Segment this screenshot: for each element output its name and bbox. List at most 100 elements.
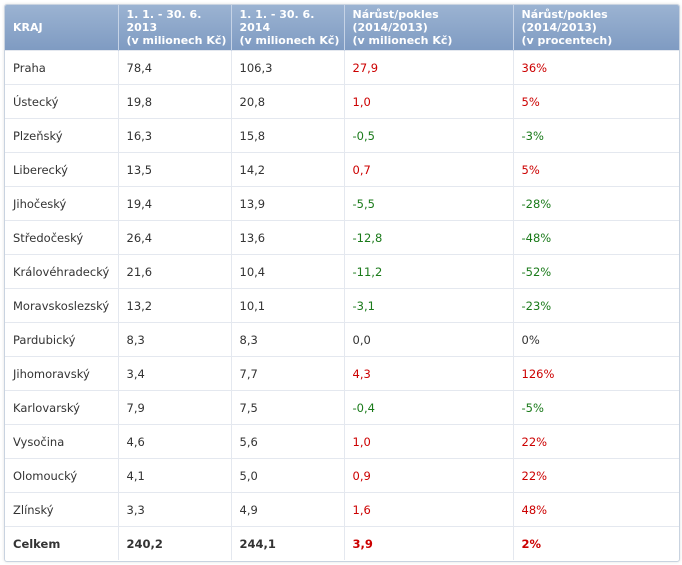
cell-2014: 20,8	[231, 84, 345, 119]
cell-diff-mil: -5,5	[344, 186, 514, 221]
cell-diff-pct: 5%	[513, 84, 679, 119]
cell-diff-mil: -12,8	[344, 220, 514, 255]
table-row: Liberecký 13,5 14,2 0,7 5%	[5, 152, 679, 187]
cell-diff-mil: 0,0	[344, 322, 514, 357]
cell-kraj: Královéhradecký	[5, 254, 119, 289]
cell-diff-pct: 5%	[513, 152, 679, 187]
cell-kraj: Karlovarský	[5, 390, 119, 425]
cell-diff-mil: -0,5	[344, 118, 514, 153]
cell-2013: 16,3	[118, 118, 232, 153]
cell-2014: 13,9	[231, 186, 345, 221]
cell-2013: 8,3	[118, 322, 232, 357]
table-row: Jihočeský 19,4 13,9 -5,5 -28%	[5, 186, 679, 221]
cell-diff-pct: -23%	[513, 288, 679, 323]
cell-kraj: Praha	[5, 50, 119, 85]
cell-2013: 13,5	[118, 152, 232, 187]
cell-diff-mil: -0,4	[344, 390, 514, 425]
cell-2014: 5,0	[231, 458, 345, 493]
cell-2013: 3,3	[118, 492, 232, 527]
header-2013-line1: 1. 1. - 30. 6. 2013	[126, 8, 202, 34]
header-diff-mil-line1: Nárůst/pokles (2014/2013)	[352, 8, 439, 34]
cell-diff-pct: 22%	[513, 424, 679, 459]
cell-2013: 19,4	[118, 186, 232, 221]
table-row: Zlínský 3,3 4,9 1,6 48%	[5, 492, 679, 527]
cell-2014: 10,1	[231, 288, 345, 323]
cell-diff-pct: -52%	[513, 254, 679, 289]
cell-diff-pct: -48%	[513, 220, 679, 255]
table-header: KRAJ 1. 1. - 30. 6. 2013 (v milionech Kč…	[5, 5, 679, 51]
table-body: Praha 78,4 106,3 27,9 36% Ústecký 19,8 20,8 1,0 5…	[5, 50, 679, 560]
table-row: Praha 78,4 106,3 27,9 36%	[5, 50, 679, 85]
cell-diff-mil: -11,2	[344, 254, 514, 289]
table-row: Středočeský 26,4 13,6 -12,8 -48%	[5, 220, 679, 255]
cell-2013: 13,2	[118, 288, 232, 323]
table-row: Ústecký 19,8 20,8 1,0 5%	[5, 84, 679, 119]
cell-2014: 5,6	[231, 424, 345, 459]
header-2014-line1: 1. 1. - 30. 6. 2014	[239, 8, 315, 34]
table-row: Pardubický 8,3 8,3 0,0 0%	[5, 322, 679, 357]
header-2013-line2: (v milionech Kč)	[126, 34, 227, 47]
header-2013: 1. 1. - 30. 6. 2013 (v milionech Kč)	[118, 5, 232, 51]
cell-diff-pct: 48%	[513, 492, 679, 527]
header-diff-mil: Nárůst/pokles (2014/2013) (v milionech K…	[344, 5, 514, 51]
cell-kraj: Moravskoslezský	[5, 288, 119, 323]
table-row: Jihomoravský 3,4 7,7 4,3 126%	[5, 356, 679, 391]
cell-diff-mil: 1,6	[344, 492, 514, 527]
cell-diff-mil: 3,9	[344, 526, 514, 560]
cell-kraj: Vysočina	[5, 424, 119, 459]
cell-diff-pct: 0%	[513, 322, 679, 357]
cell-2013: 240,2	[118, 526, 232, 560]
cell-diff-mil: -3,1	[344, 288, 514, 323]
cell-diff-mil: 27,9	[344, 50, 514, 85]
cell-2014: 10,4	[231, 254, 345, 289]
table-row: Vysočina 4,6 5,6 1,0 22%	[5, 424, 679, 459]
cell-kraj: Olomoucký	[5, 458, 119, 493]
cell-kraj: Pardubický	[5, 322, 119, 357]
cell-kraj: Celkem	[5, 526, 119, 560]
cell-2013: 7,9	[118, 390, 232, 425]
cell-diff-mil: 0,9	[344, 458, 514, 493]
table-row: Moravskoslezský 13,2 10,1 -3,1 -23%	[5, 288, 679, 323]
cell-2014: 7,7	[231, 356, 345, 391]
cell-2014: 4,9	[231, 492, 345, 527]
total-row: Celkem 240,2 244,1 3,9 2%	[5, 526, 679, 560]
header-row: KRAJ 1. 1. - 30. 6. 2013 (v milionech Kč…	[5, 5, 679, 51]
header-diff-pct-line2: (v procentech)	[521, 34, 613, 47]
table-row: Karlovarský 7,9 7,5 -0,4 -5%	[5, 390, 679, 425]
cell-kraj: Jihočeský	[5, 186, 119, 221]
cell-2014: 8,3	[231, 322, 345, 357]
cell-diff-pct: -5%	[513, 390, 679, 425]
cell-2013: 21,6	[118, 254, 232, 289]
cell-diff-pct: 126%	[513, 356, 679, 391]
cell-2014: 244,1	[231, 526, 345, 560]
cell-2013: 4,6	[118, 424, 232, 459]
cell-diff-pct: 22%	[513, 458, 679, 493]
header-kraj: KRAJ	[5, 5, 119, 51]
cell-kraj: Jihomoravský	[5, 356, 119, 391]
cell-diff-mil: 1,0	[344, 424, 514, 459]
cell-2014: 106,3	[231, 50, 345, 85]
data-table-panel: KRAJ 1. 1. - 30. 6. 2013 (v milionech Kč…	[4, 4, 680, 562]
cell-2014: 15,8	[231, 118, 345, 153]
cell-diff-pct: -28%	[513, 186, 679, 221]
cell-kraj: Středočeský	[5, 220, 119, 255]
cell-2013: 3,4	[118, 356, 232, 391]
cell-diff-mil: 4,3	[344, 356, 514, 391]
cell-2014: 7,5	[231, 390, 345, 425]
cell-diff-mil: 1,0	[344, 84, 514, 119]
cell-2013: 78,4	[118, 50, 232, 85]
cell-diff-mil: 0,7	[344, 152, 514, 187]
cell-2013: 26,4	[118, 220, 232, 255]
header-diff-mil-line2: (v milionech Kč)	[352, 34, 453, 47]
cell-kraj: Liberecký	[5, 152, 119, 187]
table-row: Olomoucký 4,1 5,0 0,9 22%	[5, 458, 679, 493]
cell-2014: 14,2	[231, 152, 345, 187]
header-diff-pct-line1: Nárůst/pokles (2014/2013)	[521, 8, 608, 34]
cell-2013: 4,1	[118, 458, 232, 493]
cell-diff-pct: 2%	[513, 526, 679, 560]
cell-kraj: Ústecký	[5, 84, 119, 119]
cell-diff-pct: 36%	[513, 50, 679, 85]
table-row: Královéhradecký 21,6 10,4 -11,2 -52%	[5, 254, 679, 289]
header-2014: 1. 1. - 30. 6. 2014 (v milionech Kč)	[231, 5, 345, 51]
regional-comparison-table: KRAJ 1. 1. - 30. 6. 2013 (v milionech Kč…	[5, 5, 679, 560]
